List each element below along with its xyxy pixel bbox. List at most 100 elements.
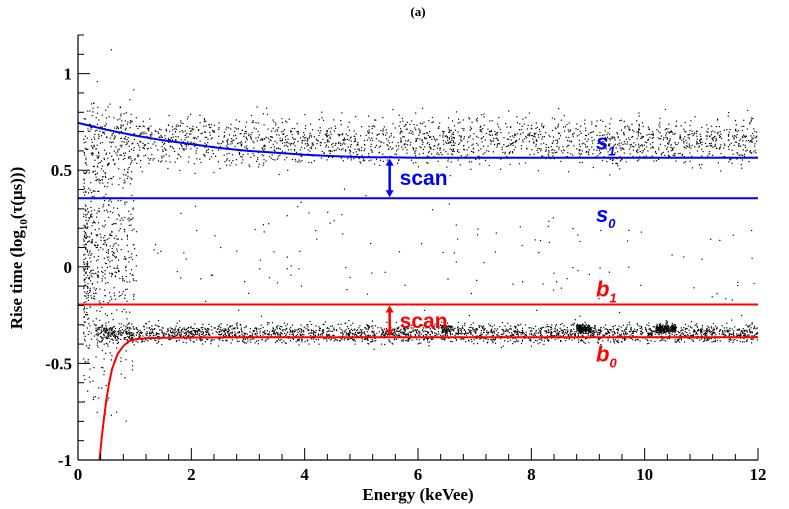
scatter-point bbox=[619, 147, 621, 149]
scatter-point bbox=[404, 140, 407, 142]
scatter-point bbox=[262, 334, 264, 336]
scatter-point bbox=[636, 151, 638, 153]
scatter-point bbox=[520, 129, 522, 131]
scatter-point bbox=[205, 331, 207, 333]
scatter-point bbox=[167, 124, 169, 126]
scatter-point bbox=[192, 333, 194, 335]
scatter-point bbox=[380, 327, 382, 329]
scatter-point bbox=[111, 334, 113, 336]
scatter-point bbox=[419, 146, 421, 148]
scatter-point bbox=[700, 138, 702, 140]
scatter-point bbox=[426, 334, 428, 336]
scatter-point bbox=[284, 151, 286, 153]
scatter-point bbox=[629, 139, 631, 141]
scatter-point bbox=[285, 342, 287, 345]
scatter-point bbox=[96, 333, 98, 335]
scatter-point bbox=[693, 330, 695, 332]
scatter-point bbox=[131, 338, 133, 340]
scatter-point bbox=[625, 327, 627, 329]
scatter-point bbox=[368, 129, 370, 131]
scatter-point bbox=[187, 141, 189, 143]
scatter-point bbox=[657, 137, 659, 139]
scatter-point bbox=[755, 136, 758, 138]
scatter-point bbox=[387, 333, 390, 335]
scatter-point bbox=[240, 145, 243, 147]
scatter-point bbox=[539, 342, 541, 344]
scatter-point bbox=[298, 344, 300, 346]
scatter-point bbox=[670, 144, 672, 146]
scatter-point bbox=[493, 334, 495, 337]
scatter-point bbox=[748, 325, 750, 327]
scatter-point bbox=[285, 144, 287, 146]
scatter-point bbox=[692, 335, 694, 337]
scatter-point bbox=[333, 329, 335, 331]
scatter-point bbox=[427, 337, 429, 339]
scatter-point bbox=[354, 139, 356, 141]
scatter-point bbox=[520, 145, 523, 147]
scatter-point bbox=[202, 323, 204, 325]
scatter-point bbox=[541, 339, 543, 341]
scatter-point bbox=[184, 130, 186, 132]
scatter-point bbox=[96, 129, 98, 131]
scatter-point bbox=[708, 326, 710, 329]
scatter-point bbox=[152, 159, 154, 161]
scatter-point bbox=[361, 147, 363, 149]
scatter-point bbox=[517, 333, 519, 335]
scatter-point bbox=[342, 330, 344, 332]
scatter-point bbox=[740, 329, 742, 332]
scatter-point bbox=[459, 121, 461, 123]
scatter-point bbox=[454, 142, 456, 144]
scatter-point bbox=[592, 332, 594, 334]
scatter-point bbox=[652, 133, 654, 135]
scatter-point bbox=[520, 332, 522, 334]
scatter-point bbox=[186, 338, 188, 340]
scatter-point bbox=[652, 147, 654, 149]
scatter-point bbox=[308, 329, 310, 331]
scatter-point bbox=[422, 141, 424, 143]
scatter-point bbox=[276, 340, 278, 342]
scatter-point bbox=[751, 137, 753, 139]
scatter-point bbox=[743, 119, 745, 121]
scatter-point bbox=[167, 167, 169, 170]
scatter-point bbox=[105, 336, 107, 338]
scatter-point bbox=[738, 129, 740, 132]
scatter-point bbox=[605, 324, 607, 326]
scatter-point bbox=[190, 339, 192, 342]
scatter-point bbox=[683, 138, 685, 140]
scatter-point bbox=[238, 331, 240, 333]
scatter-point bbox=[710, 142, 712, 144]
scatter-point bbox=[439, 147, 441, 149]
scatter-point bbox=[684, 334, 686, 337]
scatter-point bbox=[109, 261, 111, 263]
scatter-point bbox=[257, 122, 260, 124]
scatter-point bbox=[613, 144, 615, 146]
scatter-point bbox=[640, 332, 642, 334]
scatter-point bbox=[667, 142, 669, 144]
scatter-point bbox=[367, 328, 369, 330]
scatter-point bbox=[330, 338, 332, 340]
scatter-point bbox=[250, 134, 252, 136]
scatter-point bbox=[111, 183, 113, 185]
scatter-point bbox=[172, 331, 174, 333]
scatter-point bbox=[304, 139, 306, 141]
scatter-point bbox=[198, 334, 200, 337]
scatter-point bbox=[117, 149, 119, 151]
scatter-point bbox=[515, 139, 518, 141]
scatter-point bbox=[368, 115, 370, 117]
scatter-point bbox=[709, 331, 711, 333]
scatter-point bbox=[262, 138, 264, 140]
scatter-point bbox=[666, 148, 668, 150]
scatter-point bbox=[548, 330, 550, 332]
scatter-point bbox=[447, 127, 450, 129]
scatter-point bbox=[484, 159, 487, 162]
scatter-point bbox=[107, 282, 109, 284]
scatter-point bbox=[319, 144, 322, 146]
scatter-point bbox=[178, 332, 180, 334]
scatter-point bbox=[597, 146, 599, 148]
scatter-point bbox=[224, 333, 226, 335]
scatter-point bbox=[243, 133, 245, 135]
scatter-point bbox=[155, 333, 158, 335]
scatter-point bbox=[337, 323, 339, 325]
scatter-point bbox=[330, 127, 332, 129]
scatter-point bbox=[607, 338, 609, 340]
